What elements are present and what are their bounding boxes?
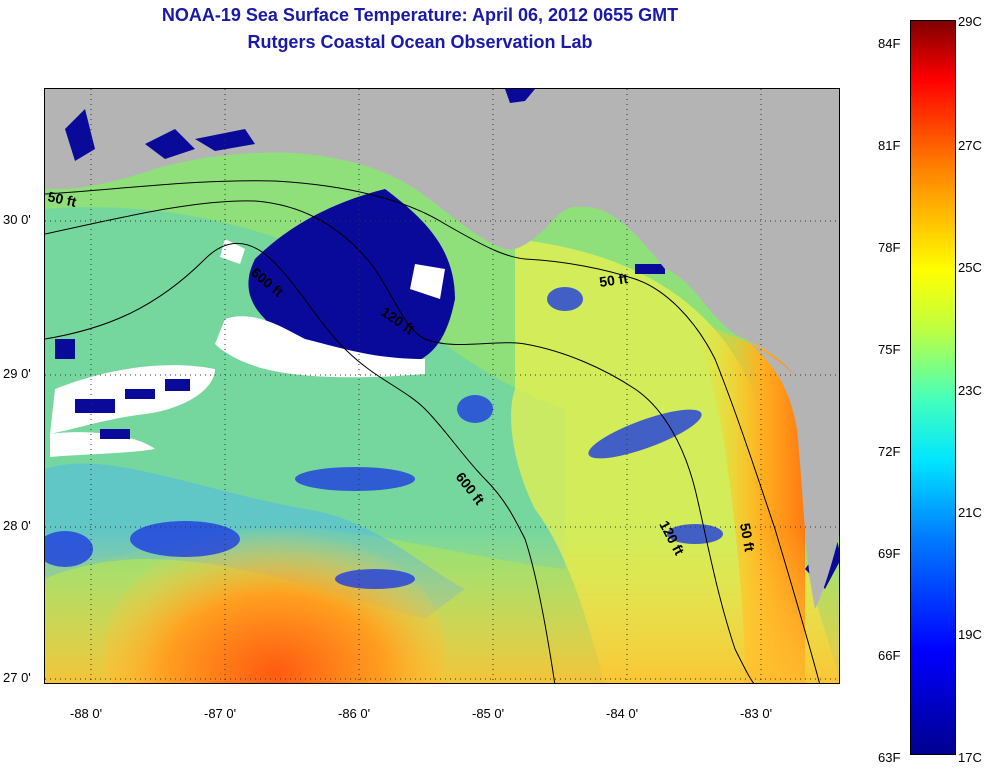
colorbar-celsius-label: 29C bbox=[958, 14, 982, 29]
colorbar-celsius-label: 19C bbox=[958, 627, 982, 642]
colorbar-fahrenheit-label: 66F bbox=[878, 648, 901, 663]
cold-features bbox=[45, 287, 723, 589]
x-tick-label: -83 0' bbox=[740, 706, 773, 721]
map-title: NOAA-19 Sea Surface Temperature: April 0… bbox=[161, 5, 679, 25]
y-tick-label: 29 0' bbox=[3, 366, 31, 381]
sst-map[interactable]: 50 ft 600 ft 120 ft 600 ft 50 ft 120 ft … bbox=[44, 88, 840, 684]
colorbar-celsius-label: 23C bbox=[958, 383, 982, 398]
contour-600ft bbox=[45, 242, 556, 683]
sst-map-svg: 50 ft 600 ft 120 ft 600 ft 50 ft 120 ft … bbox=[45, 89, 839, 683]
x-tick-label: -85 0' bbox=[472, 706, 505, 721]
contour-50ft bbox=[45, 180, 820, 683]
colorbar-fahrenheit-label: 63F bbox=[878, 750, 901, 765]
map-subtitle: Rutgers Coastal Ocean Observation Lab bbox=[247, 32, 593, 52]
colorbar-fahrenheit-label: 81F bbox=[878, 138, 901, 153]
colorbar-fahrenheit-label: 72F bbox=[878, 444, 901, 459]
colorbar-celsius-label: 21C bbox=[958, 505, 982, 520]
land-mass bbox=[45, 89, 839, 528]
y-tick-label: 28 0' bbox=[3, 518, 31, 533]
florida-peninsula bbox=[745, 339, 839, 609]
colorbar-celsius-label: 25C bbox=[958, 260, 982, 275]
colorbar bbox=[910, 20, 956, 755]
contour-label-50ft-east: 50 ft bbox=[598, 270, 629, 290]
x-tick-label: -84 0' bbox=[606, 706, 639, 721]
y-tick-label: 30 0' bbox=[3, 212, 31, 227]
colorbar-celsius-label: 17C bbox=[958, 750, 982, 765]
colorbar-fahrenheit-label: 69F bbox=[878, 546, 901, 561]
colorbar-fahrenheit-label: 78F bbox=[878, 240, 901, 255]
colorbar-fahrenheit-label: 75F bbox=[878, 342, 901, 357]
y-tick-label: 27 0' bbox=[3, 670, 31, 685]
x-tick-label: -88 0' bbox=[70, 706, 103, 721]
contour-120ft bbox=[45, 200, 755, 683]
colorbar-celsius-label: 27C bbox=[958, 138, 982, 153]
x-tick-label: -87 0' bbox=[204, 706, 237, 721]
contour-label-50ft-coast: 50 ft bbox=[737, 522, 758, 553]
contours bbox=[45, 180, 820, 683]
contour-label-50ft-west: 50 ft bbox=[46, 188, 78, 210]
cold-mass bbox=[248, 189, 455, 369]
x-tick-label: -86 0' bbox=[338, 706, 371, 721]
colorbar-fahrenheit-label: 84F bbox=[878, 36, 901, 51]
warm-eddy bbox=[105, 529, 445, 683]
